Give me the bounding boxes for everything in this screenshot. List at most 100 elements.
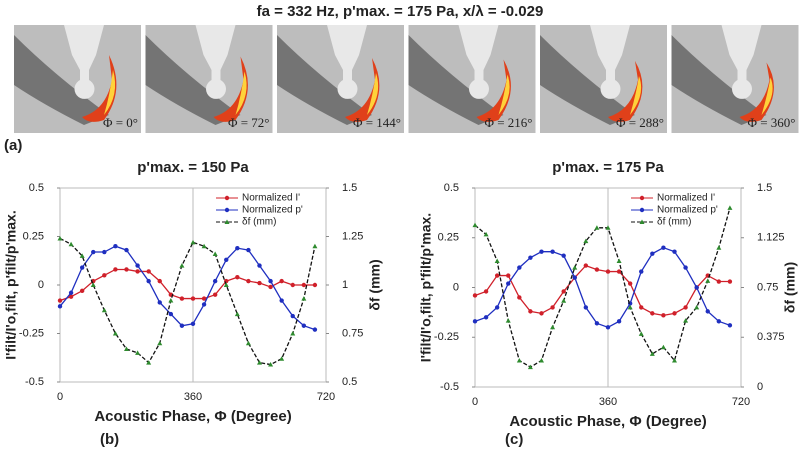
point (627, 281, 633, 286)
point (201, 302, 207, 307)
point (472, 293, 478, 298)
shadow (277, 35, 372, 125)
x-tick-label: 0 (472, 396, 478, 408)
point (561, 289, 566, 294)
shadow (14, 35, 109, 125)
x-tick-label: 720 (732, 396, 750, 408)
shadow (408, 35, 504, 125)
chart-title: p'max. = 175 Pa (552, 159, 664, 176)
point (494, 273, 500, 278)
legend-label: Normalized p' (657, 205, 718, 216)
point (79, 253, 85, 258)
figure-title: fa = 332 Hz, p'max. = 175 Pa, x/λ = -0.0… (257, 3, 544, 20)
point (257, 280, 262, 286)
point (112, 331, 118, 336)
point (583, 263, 589, 268)
y2-axis-label: δf (mm) (782, 262, 798, 313)
flame-image: Φ = 72° (145, 25, 273, 133)
y-tick-label: 0.25 (438, 232, 459, 244)
point (257, 360, 262, 365)
legend-marker (224, 195, 230, 201)
nozzle (195, 25, 236, 99)
point (561, 298, 567, 303)
point (639, 305, 644, 310)
point (235, 275, 240, 280)
point (594, 267, 600, 272)
series-line (474, 246, 731, 329)
point (627, 304, 633, 310)
point (124, 267, 129, 272)
point (301, 323, 307, 328)
point (494, 305, 500, 310)
legend-marker (639, 207, 645, 213)
series-line (59, 245, 316, 331)
flame-core (761, 77, 773, 115)
shadow (671, 35, 767, 125)
point (605, 325, 611, 330)
flame-image: Φ = 0° (14, 25, 141, 133)
point (539, 311, 544, 316)
point (649, 351, 655, 356)
y-tick-label: 0 (38, 279, 44, 291)
point (212, 292, 218, 297)
point (494, 258, 500, 263)
phase-label: Φ = 216° (484, 115, 532, 130)
point (245, 340, 251, 346)
point (234, 311, 240, 317)
flame-core (498, 74, 510, 115)
point (68, 290, 74, 295)
y2-tick-label: 0.5 (342, 376, 357, 388)
phase-label: Φ = 360° (747, 115, 795, 130)
point (301, 296, 307, 301)
point (727, 323, 733, 328)
panel-label: (a) (4, 137, 22, 154)
point (506, 281, 511, 286)
flame-image: Φ = 288° (540, 25, 667, 133)
x-tick-label: 720 (317, 391, 335, 403)
point (472, 222, 478, 228)
legend-label: δf (mm) (657, 217, 691, 228)
point (616, 319, 622, 324)
point (312, 327, 318, 332)
y2-tick-label: 1.5 (342, 182, 357, 194)
point (550, 324, 556, 330)
flame-core (630, 76, 642, 115)
point (290, 313, 295, 319)
series-line (59, 237, 316, 366)
point (661, 313, 666, 318)
point (639, 269, 644, 274)
y2-tick-label: 1 (342, 279, 348, 291)
point (517, 265, 522, 270)
y-tick-label: 0.25 (23, 230, 44, 242)
point (279, 356, 285, 361)
point (201, 243, 207, 249)
point (672, 249, 677, 254)
point (235, 245, 240, 251)
flame-image: Φ = 144° (277, 25, 404, 133)
y-tick-label: 0.5 (444, 182, 459, 194)
point (224, 257, 229, 262)
y2-tick-label: 1.25 (342, 230, 363, 242)
point (157, 340, 163, 346)
point (572, 275, 577, 280)
flame-core (367, 73, 379, 115)
point (79, 265, 85, 270)
point (528, 255, 533, 260)
point (68, 241, 74, 247)
point (246, 278, 251, 284)
point (694, 285, 699, 290)
y-tick-label: -0.5 (25, 376, 44, 388)
series-line (59, 268, 315, 302)
point (605, 225, 611, 230)
x-axis-label: Acoustic Phase, Φ (Degree) (509, 413, 706, 430)
legend-label: δf (mm) (242, 217, 276, 228)
point (683, 265, 688, 270)
point (113, 244, 118, 249)
point (113, 267, 118, 272)
point (672, 311, 677, 316)
point (146, 269, 151, 274)
point (527, 364, 533, 370)
point (705, 278, 711, 283)
point (212, 278, 218, 284)
y-tick-label: -0.5 (440, 381, 459, 393)
